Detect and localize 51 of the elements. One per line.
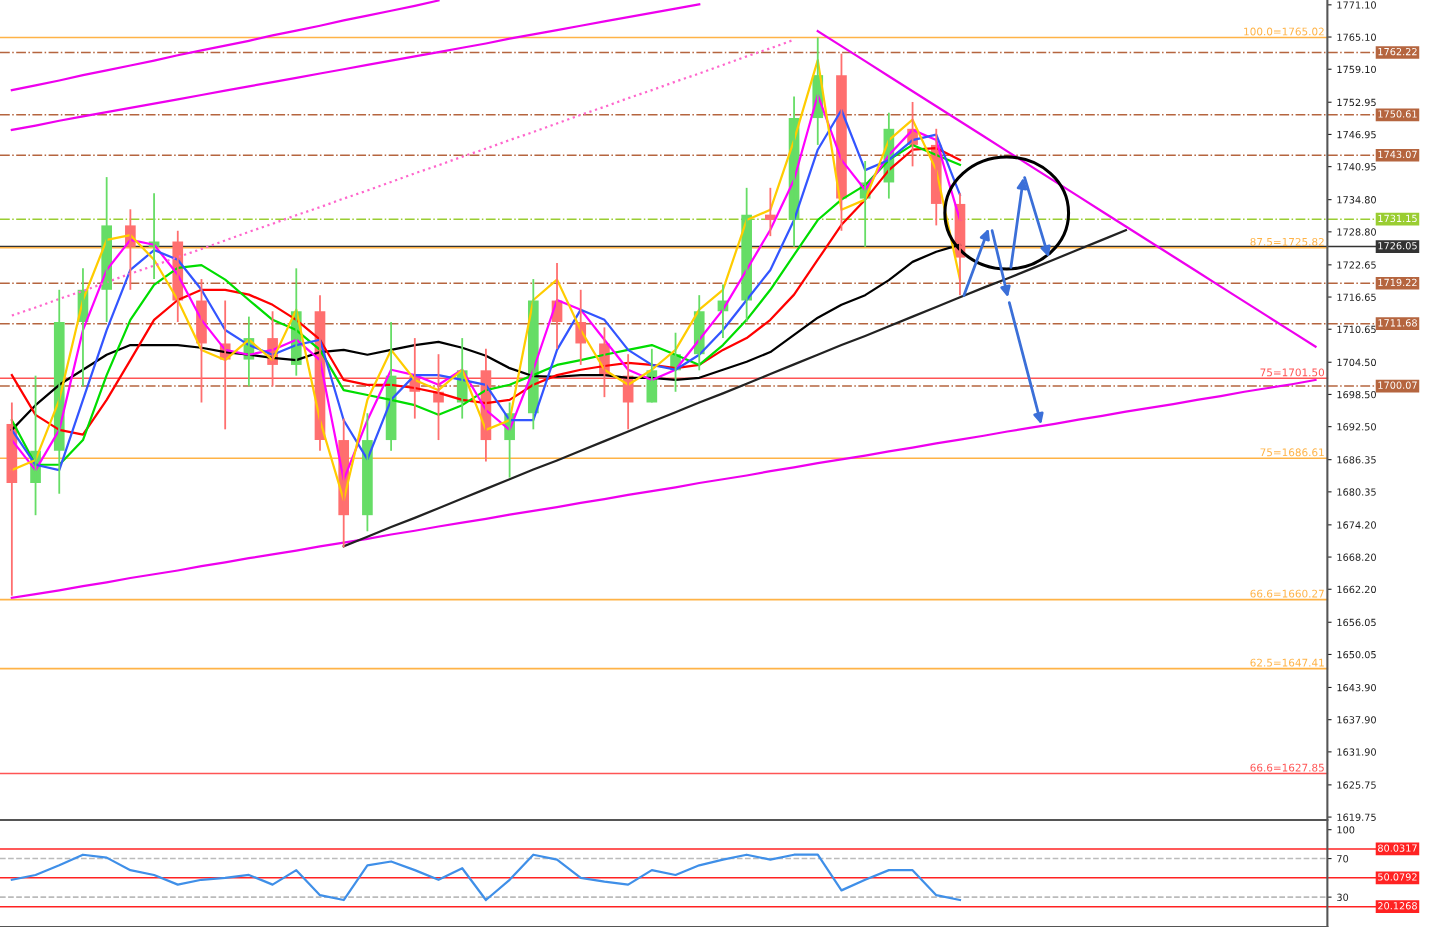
ref-line-label: 1750.61	[1378, 110, 1417, 118]
y-tick-label: 1771.10	[1337, 1, 1376, 9]
ref-line-label: 80.0317	[1378, 844, 1417, 852]
line-series	[10, 0, 440, 92]
annotation: 75=1686.61	[1260, 448, 1324, 457]
y-tick-label: 1734.80	[1337, 196, 1376, 204]
annotation: 66.6=1660.27	[1250, 589, 1324, 598]
ref-line-label: 1711.68	[1378, 319, 1417, 327]
y-tick-label: 1686.35	[1337, 456, 1376, 464]
ref-line-label: 20.1268	[1378, 902, 1417, 910]
ref-line-label: 50.0792	[1378, 873, 1417, 881]
ref-line-label: 1762.22	[1378, 47, 1417, 56]
y-tick-label: 1722.65	[1337, 261, 1376, 269]
ref-line-label: 1731.15	[1378, 214, 1417, 223]
ref-line-label: 1743.07	[1378, 150, 1417, 159]
y-tick-label: 1704.50	[1337, 358, 1376, 367]
ref-line-label: 1726.05	[1378, 242, 1417, 250]
ref-line-label: 1700.07	[1378, 381, 1417, 389]
y-tick-label: 30	[1337, 893, 1349, 901]
y-tick-label: 1746.95	[1337, 130, 1376, 139]
y-tick-label: 1668.20	[1337, 553, 1376, 561]
y-tick-label: 1637.90	[1337, 716, 1376, 724]
y-tick-label: 1765.10	[1337, 33, 1376, 41]
y-tick-label: 1650.05	[1337, 650, 1376, 659]
y-tick-label: 1698.50	[1337, 390, 1376, 399]
y-tick-label: 1759.10	[1337, 65, 1376, 74]
annotation: 87.5=1725.82	[1250, 237, 1324, 246]
annotation: 75=1701.50	[1260, 368, 1325, 377]
y-tick-label: 1625.75	[1337, 781, 1376, 789]
annotation: 66.6=1627.85	[1250, 763, 1324, 772]
y-tick-label: 1740.95	[1337, 163, 1376, 171]
ref-line-label: 1719.22	[1378, 278, 1417, 287]
y-tick-label: 1643.90	[1337, 683, 1376, 692]
y-tick-label: 1656.05	[1337, 618, 1376, 627]
annotation: 100.0=1765.02	[1244, 27, 1324, 36]
y-tick-label: 70	[1337, 855, 1349, 863]
line-series	[342, 229, 1128, 548]
y-tick-label: 100	[1337, 826, 1355, 834]
y-tick-label: 1680.35	[1337, 488, 1376, 496]
y-tick-label: 1631.90	[1337, 748, 1376, 756]
y-tick-label: 1662.20	[1337, 585, 1376, 594]
y-tick-label: 1728.80	[1337, 228, 1376, 236]
y-tick-label: 1752.95	[1337, 98, 1376, 107]
y-tick-label: 1710.65	[1337, 325, 1376, 334]
annotation: 62.5=1647.41	[1250, 658, 1324, 667]
line-series	[10, 3, 701, 131]
y-tick-label: 1716.65	[1337, 293, 1376, 301]
y-tick-label: 1674.20	[1337, 521, 1376, 529]
y-tick-label: 1692.50	[1337, 423, 1376, 431]
line-series	[10, 853, 962, 902]
y-tick-label: 1619.75	[1337, 813, 1376, 821]
